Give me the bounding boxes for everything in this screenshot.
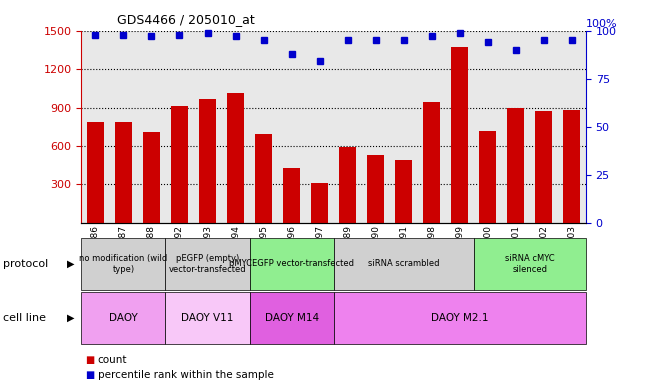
Bar xyxy=(395,160,412,223)
Bar xyxy=(339,147,356,223)
Bar xyxy=(535,111,552,223)
Text: ■: ■ xyxy=(85,370,94,380)
Text: GDS4466 / 205010_at: GDS4466 / 205010_at xyxy=(117,13,255,26)
Text: protocol: protocol xyxy=(3,259,49,269)
Text: ■: ■ xyxy=(85,355,94,365)
Text: count: count xyxy=(98,355,127,365)
Bar xyxy=(87,122,104,223)
Text: siRNA scrambled: siRNA scrambled xyxy=(368,260,439,268)
Bar xyxy=(479,131,496,223)
Bar xyxy=(423,103,440,223)
Text: percentile rank within the sample: percentile rank within the sample xyxy=(98,370,273,380)
Text: DAOY M14: DAOY M14 xyxy=(264,313,318,323)
Bar xyxy=(283,168,300,223)
Text: cell line: cell line xyxy=(3,313,46,323)
Text: no modification (wild
type): no modification (wild type) xyxy=(79,254,167,274)
Bar xyxy=(115,122,132,223)
Bar xyxy=(367,155,384,223)
Bar xyxy=(451,47,468,223)
Text: ▶: ▶ xyxy=(66,259,74,269)
Bar xyxy=(143,132,160,223)
Text: DAOY: DAOY xyxy=(109,313,138,323)
Bar xyxy=(227,93,244,223)
Text: DAOY V11: DAOY V11 xyxy=(182,313,234,323)
Text: siRNA cMYC
silenced: siRNA cMYC silenced xyxy=(505,254,555,274)
Text: 100%: 100% xyxy=(586,19,618,29)
Text: DAOY M2.1: DAOY M2.1 xyxy=(431,313,488,323)
Text: pEGFP (empty)
vector-transfected: pEGFP (empty) vector-transfected xyxy=(169,254,246,274)
Bar xyxy=(507,108,524,223)
Text: pMYCEGFP vector-transfected: pMYCEGFP vector-transfected xyxy=(229,260,354,268)
Bar xyxy=(199,99,216,223)
Bar xyxy=(564,110,580,223)
Bar xyxy=(171,106,188,223)
Bar xyxy=(255,134,272,223)
Text: ▶: ▶ xyxy=(66,313,74,323)
Bar xyxy=(311,183,328,223)
